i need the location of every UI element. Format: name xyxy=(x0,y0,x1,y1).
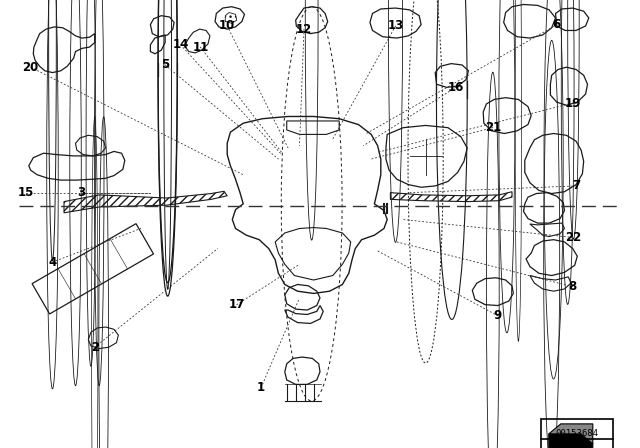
Text: 12: 12 xyxy=(296,22,312,36)
Text: 10: 10 xyxy=(219,19,236,33)
Text: 16: 16 xyxy=(447,81,464,94)
Text: 2: 2 xyxy=(91,340,99,354)
Text: 14: 14 xyxy=(172,38,189,52)
Text: 19: 19 xyxy=(564,96,581,110)
Text: 00153684: 00153684 xyxy=(556,429,598,438)
Text: 6: 6 xyxy=(553,18,561,31)
Text: 4: 4 xyxy=(49,255,56,269)
Text: 9: 9 xyxy=(494,309,502,323)
Polygon shape xyxy=(548,424,593,444)
Text: 11: 11 xyxy=(192,40,209,54)
Text: 8: 8 xyxy=(569,280,577,293)
Text: 17: 17 xyxy=(228,298,245,311)
Text: 7: 7 xyxy=(572,179,580,193)
Polygon shape xyxy=(548,434,593,448)
Text: 5: 5 xyxy=(161,58,169,72)
Text: 15: 15 xyxy=(17,186,34,199)
Text: 21: 21 xyxy=(484,121,501,134)
Text: 22: 22 xyxy=(564,231,581,244)
Text: 3: 3 xyxy=(77,186,85,199)
Text: 13: 13 xyxy=(387,19,404,33)
Text: 1: 1 xyxy=(257,381,265,394)
Bar xyxy=(541,419,613,448)
Text: 20: 20 xyxy=(22,60,39,74)
